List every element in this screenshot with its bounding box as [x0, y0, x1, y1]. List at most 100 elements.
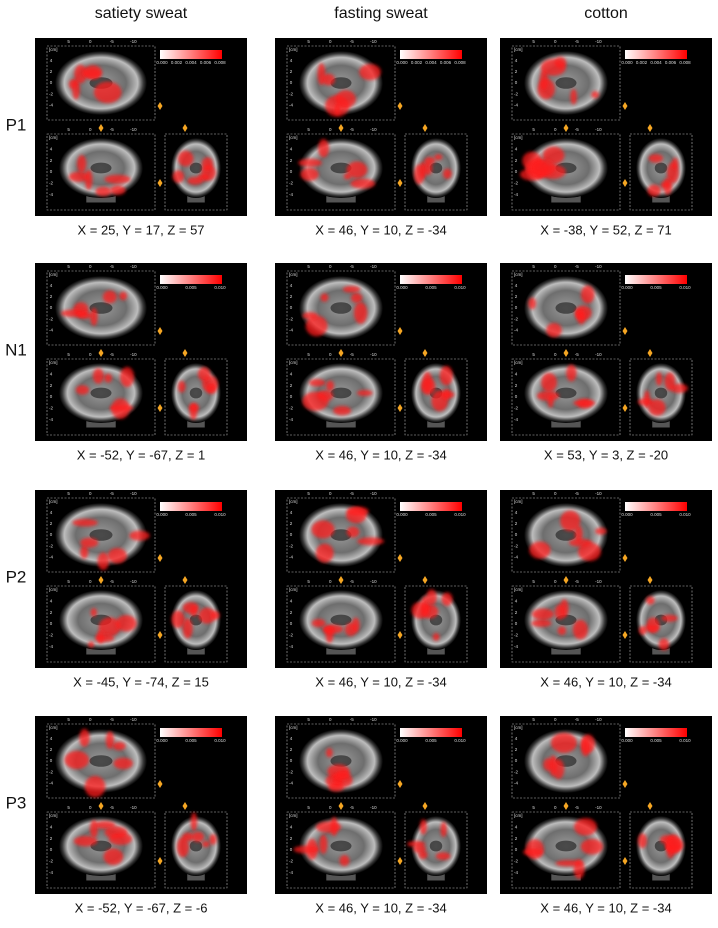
y-tick-label: -4: [49, 327, 53, 332]
activation: [354, 302, 368, 324]
activation: [351, 292, 363, 303]
y-tick-label: 4: [50, 510, 53, 515]
y-tick-label: -4: [289, 417, 293, 422]
y-tick-label: 2: [515, 294, 518, 299]
colorbar-label: 0.005: [185, 512, 197, 517]
marker: [338, 124, 344, 132]
activation: [210, 610, 220, 620]
activation: [420, 378, 436, 395]
column-header: satiety sweat: [95, 5, 188, 22]
activation: [108, 832, 133, 846]
activation: [426, 589, 437, 606]
x-tick-label: 0: [554, 264, 557, 269]
x-tick-label: -10: [130, 717, 137, 722]
brain-inner: [90, 387, 112, 399]
colorbar-label: 0.002: [171, 60, 183, 65]
view-box: [629, 358, 693, 436]
x-tick-label: 5: [532, 491, 535, 496]
x-tick-label: -10: [595, 717, 602, 722]
colorbar-label: 0.005: [650, 285, 662, 290]
activation: [84, 169, 93, 190]
activation: [334, 103, 341, 116]
activation: [424, 156, 436, 165]
activation: [319, 834, 328, 854]
activation: [570, 88, 577, 105]
x-tick-label: 5: [532, 127, 535, 132]
marker: [397, 327, 403, 335]
brain-inner: [654, 387, 668, 399]
colorbar: [160, 728, 222, 737]
colorbar: [625, 728, 687, 737]
y-tick-label: 2: [515, 747, 518, 752]
activation: [201, 157, 214, 171]
x-tick-label: -10: [130, 39, 137, 44]
marker: [182, 576, 188, 584]
activation: [539, 69, 549, 91]
activation: [209, 834, 217, 845]
y-tick-label: 4: [50, 146, 53, 151]
y-tick-label: -4: [49, 554, 53, 559]
y-tick-label: -2: [289, 543, 293, 548]
x-tick-label: 0: [89, 352, 92, 357]
x-tick-label: -5: [575, 127, 579, 132]
activation: [110, 185, 126, 195]
marker: [622, 554, 628, 562]
y-tick-label: 2: [515, 69, 518, 74]
x-tick-label: 0: [329, 717, 332, 722]
y-tick-label: 2: [515, 836, 518, 841]
activation: [328, 782, 344, 792]
x-tick-label: -10: [130, 805, 137, 810]
brain-inner: [89, 529, 113, 541]
y-tick-label: 0: [515, 169, 518, 174]
activation: [542, 146, 565, 165]
y-tick-label: -4: [49, 870, 53, 875]
y-tick-label: -4: [289, 102, 293, 107]
y-tick-label: 2: [290, 383, 293, 388]
unit-label: [cm]: [514, 499, 523, 504]
x-tick-label: -5: [575, 39, 579, 44]
activation: [98, 617, 121, 637]
colorbar: [625, 502, 687, 511]
coordinates: X = 46, Y = 10, Z = -34: [540, 674, 671, 689]
y-tick-label: 4: [515, 824, 518, 829]
x-tick-label: 5: [67, 805, 70, 810]
activation: [90, 307, 98, 326]
activation: [550, 732, 577, 753]
y-tick-label: -2: [49, 859, 53, 864]
y-tick-label: -4: [514, 192, 518, 197]
y-tick-label: -4: [514, 327, 518, 332]
y-tick-label: -2: [289, 769, 293, 774]
activation: [298, 158, 322, 167]
activation: [346, 526, 360, 538]
x-tick-label: 5: [307, 352, 310, 357]
y-tick-label: -2: [289, 859, 293, 864]
y-tick-label: 4: [290, 510, 293, 515]
x-tick-label: -5: [110, 39, 114, 44]
view-box: [46, 270, 156, 346]
colorbar-label: 0.004: [650, 60, 662, 65]
colorbar-label: 0.004: [425, 60, 437, 65]
x-tick-label: -5: [350, 805, 354, 810]
colorbar: [625, 50, 687, 59]
activation: [97, 552, 110, 571]
y-tick-label: 2: [50, 610, 53, 615]
unit-label: [cm]: [49, 587, 58, 592]
x-tick-label: 0: [554, 717, 557, 722]
x-tick-label: -5: [110, 491, 114, 496]
activation: [663, 177, 673, 195]
panel: [cm] 5 0 -5 -10 4 2 0 -2 -4 0.000 0.005 0.010 [cm] 5 0 -…: [500, 716, 712, 894]
activation: [96, 630, 105, 644]
y-tick-label: 0: [290, 169, 293, 174]
colorbar: [160, 502, 222, 511]
activation: [638, 625, 647, 635]
y-tick-label: 0: [290, 758, 293, 763]
activation: [357, 537, 385, 546]
view-box: [404, 358, 468, 436]
y-tick-label: 2: [515, 383, 518, 388]
activation: [543, 758, 555, 771]
unit-label: [cm]: [514, 813, 523, 818]
y-tick-label: -4: [289, 644, 293, 649]
x-tick-label: 0: [89, 39, 92, 44]
view-box: [511, 497, 621, 573]
y-tick-label: -4: [289, 780, 293, 785]
